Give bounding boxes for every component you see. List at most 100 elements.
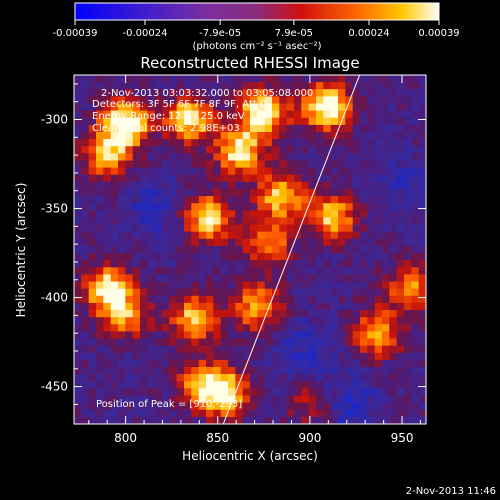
heatmap-cell bbox=[198, 381, 207, 389]
heatmap-cell bbox=[169, 374, 178, 382]
heatmap-cell bbox=[96, 139, 104, 147]
heatmap-cell bbox=[330, 395, 339, 404]
heatmap-cell bbox=[110, 231, 119, 240]
heatmap-cell bbox=[110, 388, 119, 397]
heatmap-cell bbox=[198, 288, 207, 297]
heatmap-cell bbox=[345, 352, 354, 361]
heatmap-cell bbox=[418, 267, 426, 275]
heatmap-cell bbox=[242, 367, 251, 375]
heatmap-cell bbox=[125, 374, 134, 382]
heatmap-cell bbox=[272, 310, 280, 318]
heatmap-cell bbox=[132, 274, 141, 283]
heatmap-cell bbox=[169, 210, 178, 218]
heatmap-cell bbox=[360, 402, 368, 411]
heatmap-cell bbox=[308, 153, 317, 161]
heatmap-cell bbox=[352, 245, 361, 254]
heatmap-cell bbox=[286, 174, 295, 183]
heatmap-cell bbox=[418, 196, 426, 204]
heatmap-cell bbox=[213, 110, 222, 119]
heatmap-cell bbox=[301, 395, 310, 404]
heatmap-cell bbox=[228, 267, 236, 275]
heatmap-cell bbox=[257, 89, 266, 97]
heatmap-cell bbox=[125, 146, 134, 154]
heatmap-cell bbox=[360, 367, 368, 375]
heatmap-cell bbox=[352, 338, 361, 347]
heatmap-cell bbox=[286, 89, 295, 97]
heatmap-cell bbox=[235, 89, 244, 97]
heatmap-cell bbox=[220, 395, 229, 404]
heatmap-cell bbox=[198, 416, 207, 424]
heatmap-cell bbox=[330, 224, 339, 233]
heatmap-cell bbox=[103, 288, 112, 297]
heatmap-cell bbox=[154, 381, 163, 389]
heatmap-cell bbox=[411, 338, 420, 347]
heatmap-cell bbox=[118, 288, 126, 297]
heatmap-cell bbox=[250, 238, 258, 247]
heatmap-cell bbox=[272, 367, 280, 375]
heatmap-cell bbox=[301, 117, 310, 126]
heatmap-cell bbox=[286, 374, 295, 382]
heatmap-cell bbox=[411, 310, 420, 318]
heatmap-cell bbox=[352, 231, 361, 240]
heatmap-cell bbox=[418, 352, 426, 361]
heatmap-cell bbox=[147, 124, 156, 133]
heatmap-cell bbox=[316, 295, 324, 304]
heatmap-cell bbox=[140, 196, 148, 204]
heatmap-cell bbox=[367, 281, 376, 290]
heatmap-cell bbox=[250, 302, 258, 311]
heatmap-cell bbox=[316, 132, 324, 140]
heatmap-cell bbox=[389, 153, 398, 161]
heatmap-cell bbox=[220, 374, 229, 382]
heatmap-cell bbox=[367, 295, 376, 304]
heatmap-cell bbox=[96, 189, 104, 197]
heatmap-cell bbox=[81, 416, 90, 424]
heatmap-cell bbox=[360, 231, 368, 240]
heatmap-cell bbox=[198, 217, 207, 226]
heatmap-cell bbox=[132, 267, 141, 275]
heatmap-cell bbox=[345, 388, 354, 397]
heatmap-cell bbox=[125, 224, 134, 233]
heatmap-cell bbox=[338, 103, 346, 112]
heatmap-cell bbox=[411, 203, 420, 211]
heatmap-cell bbox=[140, 367, 148, 375]
heatmap-cell bbox=[213, 352, 222, 361]
heatmap-cell bbox=[191, 231, 200, 240]
heatmap-cell bbox=[396, 189, 405, 197]
heatmap-cell bbox=[198, 153, 207, 161]
heatmap-cell bbox=[338, 310, 346, 318]
heatmap-cell bbox=[338, 345, 346, 354]
heatmap-cell bbox=[191, 203, 200, 211]
heatmap-cell bbox=[220, 238, 229, 247]
heatmap-cell bbox=[81, 409, 90, 418]
heatmap-cell bbox=[323, 160, 332, 169]
heatmap-plot-area bbox=[74, 75, 426, 424]
heatmap-cell bbox=[228, 196, 236, 204]
heatmap-cell bbox=[411, 174, 420, 183]
heatmap-cell bbox=[382, 274, 390, 283]
heatmap-cell bbox=[220, 345, 229, 354]
heatmap-cell bbox=[154, 96, 163, 105]
heatmap-cell bbox=[147, 253, 156, 261]
heatmap-cell bbox=[257, 302, 266, 311]
heatmap-cell bbox=[301, 345, 310, 354]
heatmap-cell bbox=[96, 110, 104, 119]
y-axis-tick-label: -450 bbox=[41, 380, 68, 394]
x-axis-tick-label: 950 bbox=[391, 431, 414, 445]
heatmap-cell bbox=[316, 181, 324, 190]
heatmap-cell bbox=[191, 153, 200, 161]
heatmap-cell bbox=[228, 302, 236, 311]
heatmap-cell bbox=[103, 409, 112, 418]
heatmap-cell bbox=[176, 110, 185, 119]
heatmap-cell bbox=[308, 117, 317, 126]
heatmap-cell bbox=[345, 288, 354, 297]
heatmap-cell bbox=[316, 75, 324, 83]
heatmap-cell bbox=[140, 189, 148, 197]
heatmap-cell bbox=[228, 139, 236, 147]
heatmap-cell bbox=[418, 281, 426, 290]
heatmap-cell bbox=[382, 352, 390, 361]
heatmap-cell bbox=[220, 153, 229, 161]
heatmap-cell bbox=[242, 331, 251, 340]
heatmap-cell bbox=[147, 167, 156, 176]
heatmap-cell bbox=[125, 338, 134, 347]
heatmap-cell bbox=[162, 139, 170, 147]
